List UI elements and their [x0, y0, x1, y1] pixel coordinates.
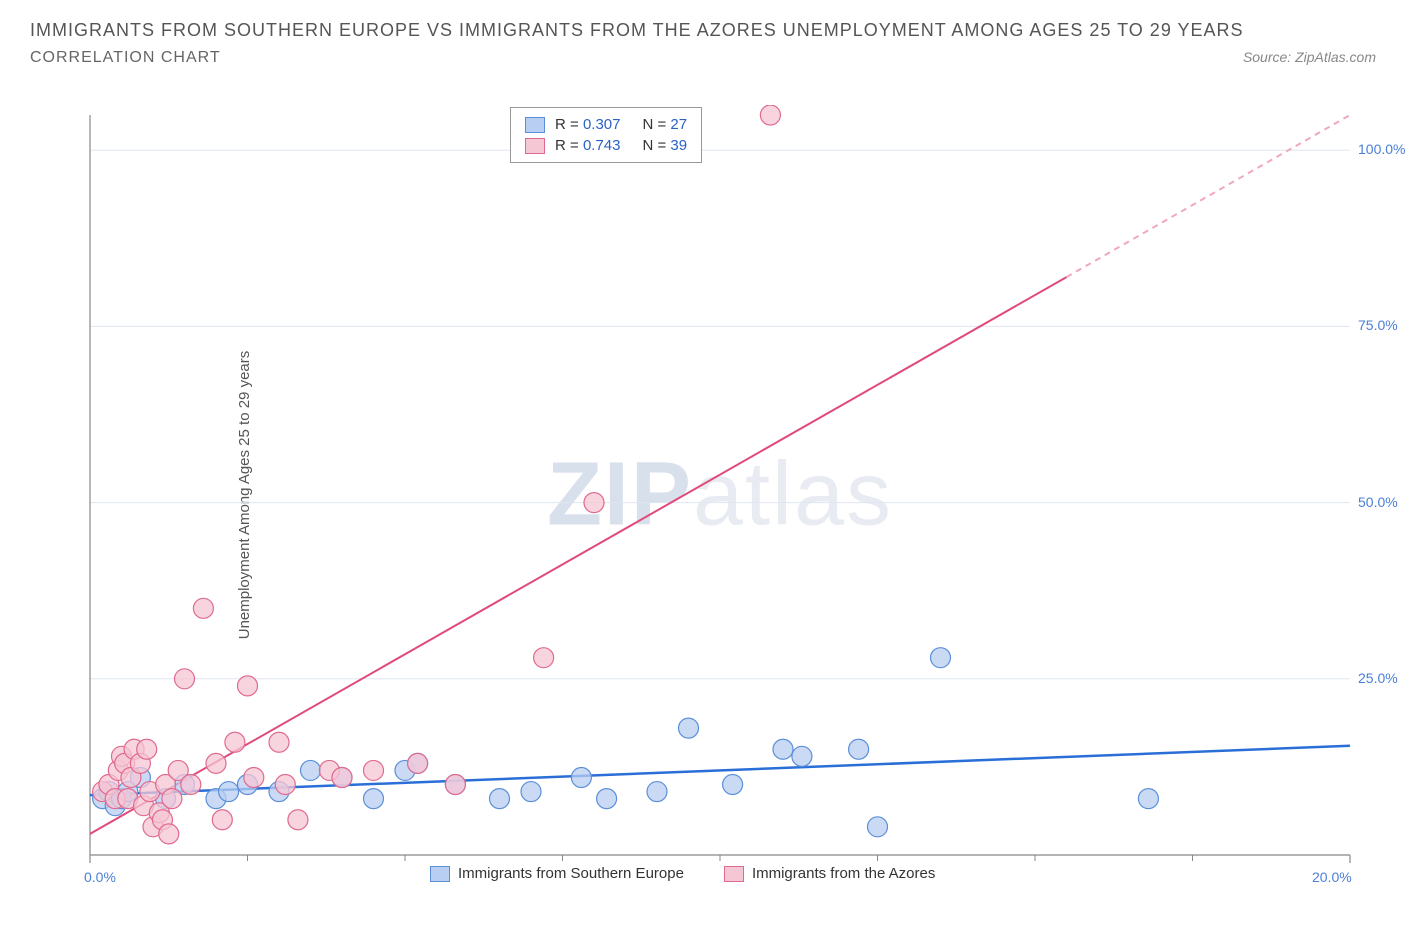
legend-label: Immigrants from the Azores [752, 865, 935, 882]
y-tick-label: 75.0% [1358, 317, 1398, 333]
legend-item: Immigrants from the Azores [724, 865, 935, 882]
r-label: R = 0.743 [555, 137, 620, 154]
chart-title: IMMIGRANTS FROM SOUTHERN EUROPE VS IMMIG… [30, 20, 1376, 41]
y-tick-label: 25.0% [1358, 670, 1398, 686]
scatter-plot [70, 105, 1370, 885]
legend-label: Immigrants from Southern Europe [458, 865, 684, 882]
n-label: N = 27 [642, 116, 687, 133]
source-label: Source: ZipAtlas.com [1243, 49, 1376, 65]
r-label: R = 0.307 [555, 116, 620, 133]
legend-swatch [430, 866, 450, 882]
x-tick-label: 0.0% [84, 869, 116, 885]
n-label: N = 39 [642, 137, 687, 154]
stats-row: R = 0.307 N = 27 [525, 114, 687, 135]
chart-subtitle: CORRELATION CHART [30, 49, 221, 67]
correlation-stats-box: R = 0.307 N = 27 R = 0.743 N = 39 [510, 107, 702, 163]
x-tick-label: 20.0% [1312, 869, 1352, 885]
series-swatch [525, 138, 545, 154]
legend-swatch [724, 866, 744, 882]
legend-item: Immigrants from Southern Europe [430, 865, 684, 882]
stats-row: R = 0.743 N = 39 [525, 135, 687, 156]
chart-area: Unemployment Among Ages 25 to 29 years Z… [70, 105, 1370, 885]
y-tick-label: 50.0% [1358, 494, 1398, 510]
y-tick-label: 100.0% [1358, 141, 1405, 157]
series-swatch [525, 117, 545, 133]
bottom-legend: Immigrants from Southern Europe Immigrant… [430, 865, 935, 882]
header: IMMIGRANTS FROM SOUTHERN EUROPE VS IMMIG… [0, 0, 1406, 67]
